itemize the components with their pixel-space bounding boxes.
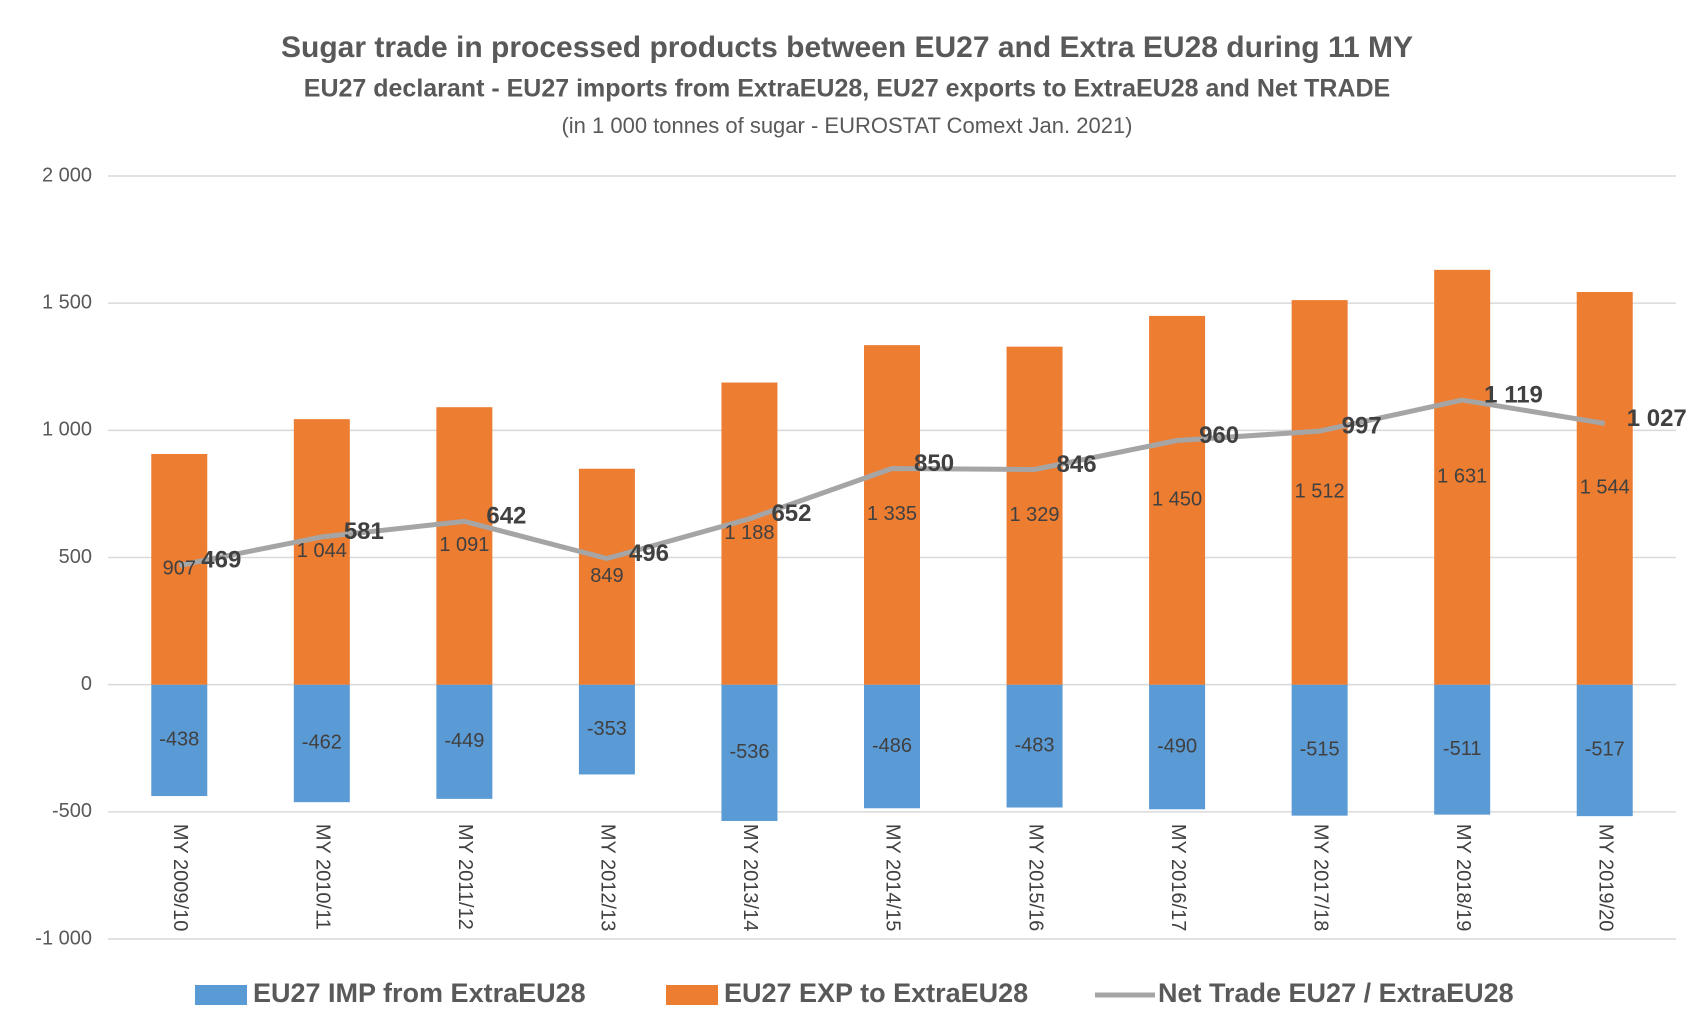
net-label: 997 [1342, 412, 1382, 439]
bar [1576, 291, 1633, 685]
bar [864, 345, 920, 685]
bar [1149, 684, 1206, 810]
net-label: 1 027 [1627, 405, 1687, 432]
y-tick-label: 2 000 [42, 164, 92, 186]
net-label: 469 [201, 547, 241, 574]
data-label: 907 [163, 558, 196, 580]
y-tick-label: 1 500 [42, 291, 92, 313]
data-label: 1 450 [1152, 489, 1202, 511]
data-label: -462 [302, 732, 342, 754]
legend-swatch [666, 985, 718, 1005]
bar [436, 407, 493, 685]
bar [1434, 269, 1491, 685]
x-tick-label: MY 2018/19 [1452, 824, 1474, 932]
x-tick-label: MY 2012/13 [597, 824, 619, 932]
legend-label: EU27 IMP from ExtraEU28 [253, 978, 586, 1008]
net-label: 1 119 [1484, 381, 1543, 408]
chart-subtitle: EU27 declarant - EU27 imports from Extra… [304, 75, 1390, 103]
data-label: 849 [590, 565, 623, 587]
bar [293, 684, 350, 803]
legend-label: EU27 EXP to ExtraEU28 [724, 978, 1028, 1008]
net-line [178, 397, 1606, 568]
data-label: -483 [1015, 734, 1055, 756]
y-tick-label: -1 000 [35, 927, 92, 949]
bar [864, 684, 920, 809]
x-tick-label: MY 2013/14 [739, 824, 761, 932]
bar [721, 684, 778, 821]
bar [293, 419, 350, 685]
y-tick-label: 1 000 [42, 419, 92, 441]
bar [436, 684, 493, 799]
net-label: 850 [914, 450, 954, 477]
x-tick-label: MY 2019/20 [1594, 824, 1616, 932]
bar [578, 468, 635, 685]
bar [1006, 684, 1063, 808]
data-label: -449 [444, 730, 484, 752]
chart-title: Sugar trade in processed products betwee… [281, 31, 1413, 64]
bar [578, 684, 635, 775]
net-label: 960 [1199, 422, 1239, 449]
data-label: -511 [1443, 738, 1482, 760]
net-label: 846 [1057, 451, 1097, 478]
data-label: -517 [1585, 739, 1625, 761]
data-label: -353 [587, 718, 627, 740]
net-label: 642 [486, 503, 526, 530]
net-label: 496 [629, 540, 669, 567]
data-label: 1 335 [867, 503, 917, 525]
chart-caption: (in 1 000 tonnes of sugar - EUROSTAT Com… [561, 113, 1132, 138]
data-label: -490 [1157, 735, 1197, 757]
bar [151, 453, 208, 685]
x-tick-label: MY 2010/11 [312, 824, 334, 930]
net-label: 652 [771, 500, 811, 527]
x-tick-label: MY 2014/15 [882, 824, 904, 932]
bar [1149, 315, 1206, 685]
data-label: 1 631 [1437, 466, 1487, 488]
bar [151, 684, 208, 797]
bar [1006, 346, 1063, 685]
data-label: -438 [159, 729, 199, 751]
data-label: 1 512 [1295, 481, 1345, 503]
bar [1291, 684, 1348, 816]
bar [1434, 684, 1491, 815]
bar [721, 382, 778, 685]
x-tick-label: MY 2009/10 [169, 824, 191, 932]
bar [1576, 684, 1633, 817]
data-label: 1 091 [439, 534, 489, 556]
data-label: -536 [729, 741, 769, 763]
data-label: -486 [872, 735, 912, 757]
x-tick-label: MY 2011/12 [454, 824, 476, 930]
data-label: -515 [1300, 738, 1340, 760]
data-label: 1 544 [1580, 477, 1630, 499]
y-tick-label: -500 [52, 800, 92, 822]
data-label: 1 044 [297, 540, 347, 562]
legend-swatch [195, 985, 247, 1005]
x-tick-label: MY 2016/17 [1167, 824, 1189, 932]
legend-label: Net Trade EU27 / ExtraEU28 [1158, 978, 1514, 1008]
x-tick-label: MY 2017/18 [1309, 824, 1331, 932]
data-label: 1 188 [724, 522, 774, 544]
bar [1291, 300, 1348, 685]
data-label: 1 329 [1010, 504, 1060, 526]
net-label: 581 [344, 518, 384, 545]
y-tick-label: 500 [59, 546, 92, 568]
y-tick-label: 0 [81, 673, 92, 695]
x-tick-label: MY 2015/16 [1024, 824, 1046, 932]
